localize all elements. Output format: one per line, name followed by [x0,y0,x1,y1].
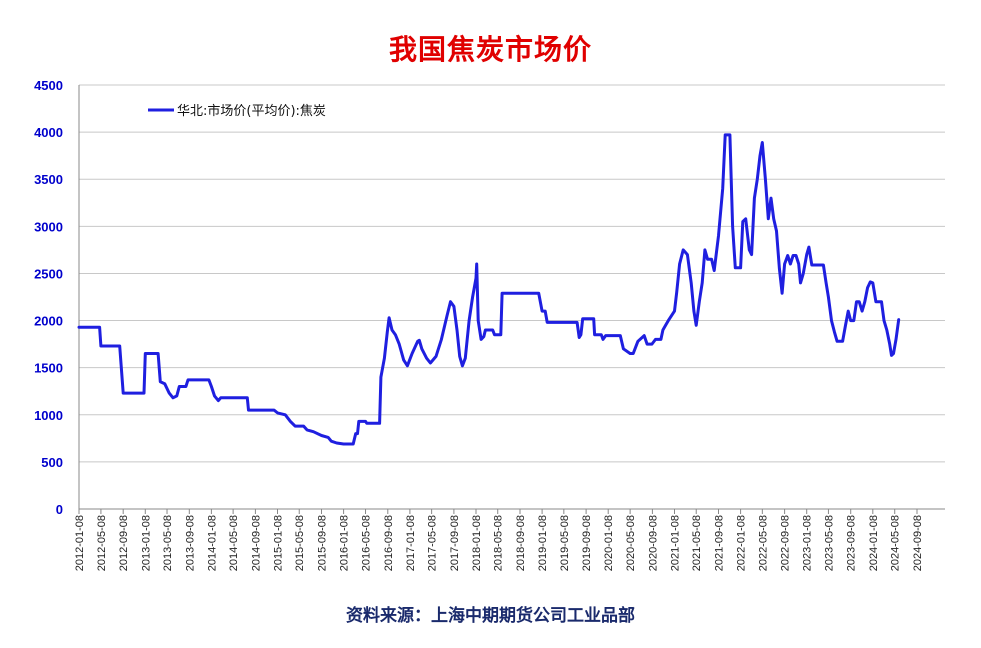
y-tick-label: 4500 [34,78,63,93]
x-tick-label: 2014-01-08 [206,515,218,571]
gridlines [79,84,945,463]
x-tick-label: 2023-09-08 [846,515,858,571]
x-tick-label: 2016-09-08 [383,515,395,571]
source-note: 资料来源：上海中期期货公司工业品部 [346,606,635,626]
x-tick-label: 2023-05-08 [823,515,835,571]
y-tick-label: 500 [41,455,63,470]
y-tick-label: 1000 [34,408,63,423]
x-tick-label: 2015-05-08 [294,515,306,571]
x-tick-label: 2012-05-08 [96,515,108,571]
x-tick-label: 2015-09-08 [317,515,329,571]
x-tick-label: 2022-05-08 [757,515,769,571]
y-tick-label: 1500 [34,361,63,376]
y-tick-label: 0 [56,502,63,517]
x-tick-label: 2015-01-08 [272,515,284,571]
x-tick-label: 2012-09-08 [118,515,130,571]
y-tick-label: 3500 [34,172,63,187]
x-tick-label: 2017-05-08 [427,515,439,571]
x-tick-label: 2012-01-08 [74,515,86,571]
x-tick-label: 2016-01-08 [339,515,351,571]
x-tick-label: 2017-09-08 [449,515,461,571]
x-axis-ticks: 2012-01-08 2012-05-08 2012-09-08 2013-01-08… [74,509,924,571]
x-tick-label: 2022-09-08 [780,515,792,571]
axes [78,85,945,510]
x-tick-label: 2020-09-08 [647,515,659,571]
x-tick-label: 2024-09-08 [912,515,924,571]
x-tick-label: 2013-01-08 [140,515,152,571]
x-tick-label: 2024-05-08 [890,515,902,571]
x-tick-label: 2021-05-08 [691,515,703,571]
x-tick-label: 2017-01-08 [405,515,417,571]
x-tick-label: 2016-05-08 [361,515,373,571]
x-tick-label: 2019-05-08 [559,515,571,571]
x-tick-label: 2020-05-08 [625,515,637,571]
x-tick-label: 2021-01-08 [669,515,681,571]
y-tick-label: 3000 [34,219,63,234]
series-layer [77,133,901,446]
x-tick-label: 2019-09-08 [581,515,593,571]
x-tick-label: 2021-09-08 [714,515,726,571]
legend: 华北:市场价(平均价):焦炭 [148,103,326,119]
x-tick-label: 2014-05-08 [228,515,240,571]
series-line [77,133,901,446]
x-tick-label: 2014-09-08 [250,515,262,571]
x-tick-label: 2019-01-08 [537,515,549,571]
x-tick-label: 2024-01-08 [868,515,880,571]
y-tick-label: 2500 [34,266,63,281]
x-tick-label: 2022-01-08 [736,515,748,571]
x-tick-label: 2020-01-08 [603,515,615,571]
x-tick-label: 2018-01-08 [471,515,483,571]
x-tick-label: 2023-01-08 [802,515,814,571]
chart-title: 我国焦炭市场价 [388,33,592,66]
x-tick-label: 2013-09-08 [184,515,196,571]
y-tick-label: 2000 [34,314,63,329]
y-axis-ticks: 0 500 1000 1500 2000 2500 3000 3500 4000 4500 [34,78,63,517]
x-tick-label: 2018-05-08 [493,515,505,571]
legend-label: 华北:市场价(平均价):焦炭 [177,103,326,119]
x-tick-label: 2018-09-08 [515,515,527,571]
x-tick-label: 2013-05-08 [162,515,174,571]
y-tick-label: 4000 [34,125,63,140]
